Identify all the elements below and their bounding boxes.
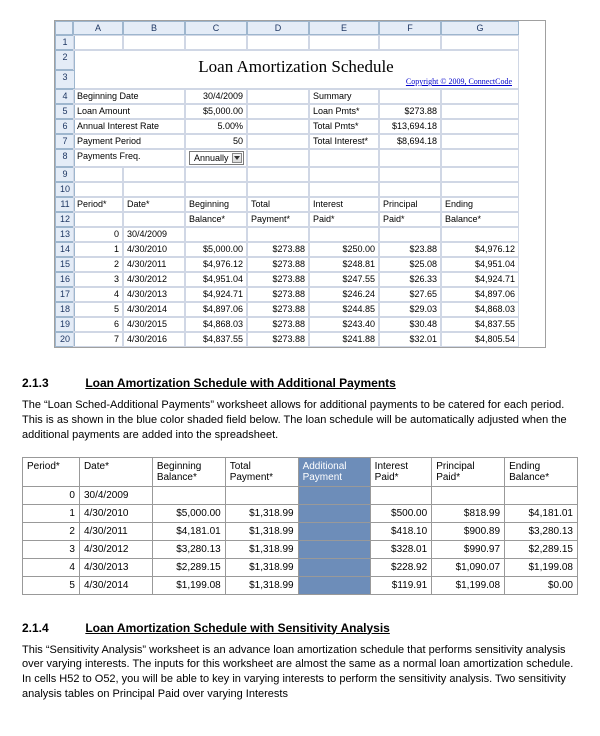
table-row: 54/30/2014$1,199.08$1,318.99$119.91$1,19… <box>23 576 578 594</box>
section-214-heading: 2.1.4 Loan Amortization Schedule with Se… <box>22 621 578 635</box>
copyright-link[interactable]: Copyright © 2009, ConnectCode <box>76 77 516 86</box>
section-title: Loan Amortization Schedule with Addition… <box>85 376 395 390</box>
table-header: InterestPaid* <box>370 457 432 486</box>
section-title: Loan Amortization Schedule with Sensitiv… <box>85 621 390 635</box>
table-header: BeginningBalance* <box>152 457 225 486</box>
section-214-para: This “Sensitivity Analysis” worksheet is… <box>22 643 578 702</box>
section-213-heading: 2.1.3 Loan Amortization Schedule with Ad… <box>22 376 578 390</box>
table-row: 030/4/2009 <box>23 486 578 504</box>
table-row: 44/30/2013$2,289.15$1,318.99$228.92$1,09… <box>23 558 578 576</box>
table-header: EndingBalance* <box>505 457 578 486</box>
section-213-para: The “Loan Sched-Additional Payments” wor… <box>22 398 578 443</box>
payments-freq-dropdown[interactable]: Annually <box>189 151 244 165</box>
excel-screenshot: ABCDEFG12Loan Amortization ScheduleCopyr… <box>54 20 546 348</box>
sheet-title: Loan Amortization ScheduleCopyright © 20… <box>73 50 519 89</box>
table-row: 24/30/2011$4,181.01$1,318.99$418.10$900.… <box>23 522 578 540</box>
table-header: Date* <box>79 457 152 486</box>
table-header: Period* <box>23 457 80 486</box>
table-header: TotalPayment* <box>225 457 298 486</box>
table-header: AdditionalPayment <box>298 457 370 486</box>
section-number: 2.1.4 <box>22 621 82 635</box>
section-number: 2.1.3 <box>22 376 82 390</box>
table-row: 34/30/2012$3,280.13$1,318.99$328.01$990.… <box>23 540 578 558</box>
table-header: PrincipalPaid* <box>432 457 505 486</box>
table-row: 14/30/2010$5,000.00$1,318.99$500.00$818.… <box>23 504 578 522</box>
additional-payments-table: Period*Date*BeginningBalance*TotalPaymen… <box>22 457 578 595</box>
